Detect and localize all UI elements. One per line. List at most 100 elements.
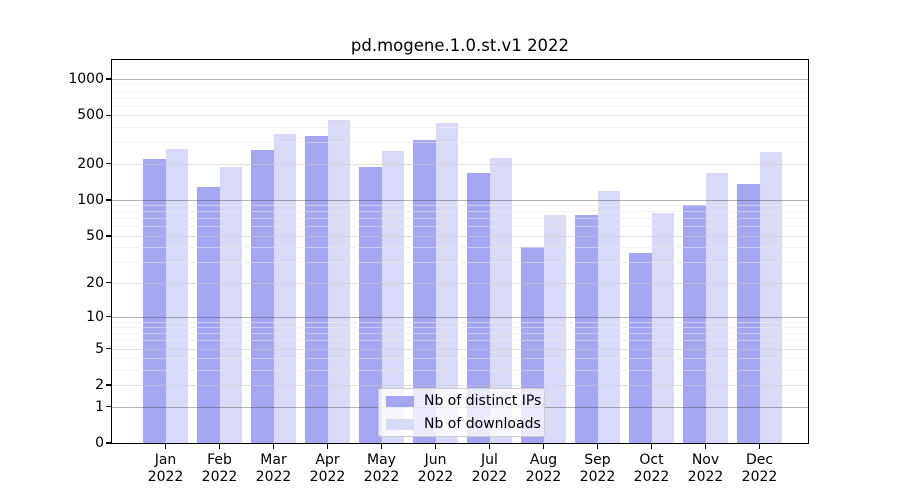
x-tick-month: May: [367, 452, 396, 468]
x-tick-mark-dec: [758, 444, 761, 449]
x-tick-mark-may: [380, 444, 383, 449]
bar-distinct-ips-jul: [467, 172, 490, 443]
gridline-8: [112, 327, 808, 329]
gridline-500: [112, 115, 808, 117]
x-tick-mark-aug: [542, 444, 545, 449]
x-tick-label-aug: Aug 2022: [509, 452, 579, 486]
bar-downloads-jan: [165, 148, 188, 443]
gridline-20: [112, 282, 808, 284]
bar-downloads-sep: [597, 190, 620, 443]
y-tick-label-1: 1: [95, 398, 104, 415]
bar-downloads-jul: [489, 157, 512, 443]
x-tick-label-dec: Dec 2022: [725, 452, 795, 486]
gridline-2: [112, 385, 808, 387]
x-tick-month: Apr: [315, 452, 340, 468]
y-tick-label-2: 2: [95, 377, 104, 394]
legend-label: Nb of distinct IPs: [424, 393, 542, 409]
x-tick-label-jul: Jul 2022: [455, 452, 525, 486]
x-tick-year: 2022: [417, 469, 454, 485]
y-tick-mark-10: [106, 315, 111, 318]
y-tick-label-500: 500: [77, 107, 104, 124]
bar-distinct-ips-jan: [143, 158, 166, 443]
y-tick-mark-5: [106, 347, 111, 350]
bar-distinct-ips-feb: [197, 187, 220, 443]
legend: Nb of distinct IPs Nb of downloads: [378, 388, 545, 437]
bar-distinct-ips-mar: [251, 149, 274, 443]
legend-row-distinct-ips: Nb of distinct IPs: [386, 391, 544, 411]
bar-distinct-ips-oct: [629, 252, 652, 443]
bar-distinct-ips-sep: [575, 215, 598, 443]
plot-area: Nb of distinct IPs Nb of downloads: [111, 59, 809, 444]
gridline-300: [112, 142, 808, 144]
y-tick-label-1000: 1000: [68, 70, 104, 87]
x-tick-mark-nov: [704, 444, 707, 449]
x-tick-mark-feb: [218, 444, 221, 449]
x-tick-month: Aug: [529, 452, 558, 468]
gridline-4: [112, 358, 808, 360]
x-tick-mark-apr: [326, 444, 329, 449]
y-tick-mark-0: [106, 442, 111, 444]
y-tick-label-10: 10: [86, 308, 104, 325]
x-tick-label-may: May 2022: [347, 452, 417, 486]
y-tick-mark-200: [106, 162, 111, 165]
bar-distinct-ips-dec: [737, 184, 760, 443]
y-tick-mark-1000: [106, 78, 111, 80]
bar-distinct-ips-apr: [305, 136, 328, 443]
gridline-5: [112, 348, 808, 350]
x-tick-year: 2022: [579, 469, 616, 485]
gridline-800: [112, 90, 808, 92]
x-tick-year: 2022: [687, 469, 724, 485]
x-tick-month: Jun: [424, 452, 447, 468]
y-tick-label-5: 5: [95, 340, 104, 357]
y-tick-mark-100: [106, 199, 111, 201]
x-tick-mark-jun: [434, 444, 437, 449]
gridline-6: [112, 340, 808, 342]
x-tick-year: 2022: [525, 469, 562, 485]
gridline-200: [112, 163, 808, 165]
x-tick-month: Jul: [481, 452, 498, 468]
y-tick-mark-50: [106, 235, 111, 237]
legend-swatch-downloads: [386, 418, 414, 430]
bar-downloads-feb: [219, 167, 242, 443]
x-tick-month: Dec: [745, 452, 774, 468]
x-tick-mark-jan: [164, 444, 167, 449]
legend-swatch-distinct-ips: [386, 395, 414, 407]
gridline-70: [112, 218, 808, 220]
gridline-7: [112, 333, 808, 335]
gridline-80: [112, 211, 808, 213]
y-tick-mark-2: [106, 384, 111, 386]
gridline-1000: [112, 78, 808, 80]
x-tick-label-jan: Jan 2022: [131, 452, 201, 486]
x-tick-mark-mar: [272, 444, 275, 449]
x-tick-label-jun: Jun 2022: [401, 452, 471, 486]
chart-title: pd.mogene.1.0.st.v1 2022: [350, 36, 570, 55]
x-tick-year: 2022: [741, 469, 778, 485]
gridline-400: [112, 127, 808, 129]
x-tick-mark-sep: [596, 444, 599, 449]
y-tick-mark-20: [106, 281, 111, 284]
bar-downloads-apr: [327, 119, 350, 443]
gridline-10: [112, 316, 808, 318]
gridline-30: [112, 262, 808, 263]
bar-downloads-nov: [705, 172, 728, 443]
x-tick-month: Nov: [691, 452, 720, 468]
gridline-100: [112, 199, 808, 201]
gridline-40: [112, 247, 808, 249]
bar-distinct-ips-nov: [683, 205, 706, 443]
bar-downloads-mar: [273, 134, 296, 443]
x-tick-month: Oct: [639, 452, 664, 468]
x-tick-label-mar: Mar 2022: [239, 452, 309, 486]
y-tick-label-200: 200: [77, 155, 104, 172]
x-tick-year: 2022: [633, 469, 670, 485]
x-tick-mark-jul: [488, 444, 491, 449]
x-tick-label-sep: Sep 2022: [563, 452, 633, 486]
bar-downloads-aug: [543, 214, 566, 443]
x-tick-month: Mar: [260, 452, 287, 468]
y-tick-label-50: 50: [86, 227, 104, 244]
bar-downloads-dec: [759, 151, 782, 443]
gridline-60: [112, 226, 808, 228]
gridline-3: [112, 369, 808, 371]
legend-row-downloads: Nb of downloads: [386, 414, 544, 434]
x-tick-year: 2022: [363, 469, 400, 485]
